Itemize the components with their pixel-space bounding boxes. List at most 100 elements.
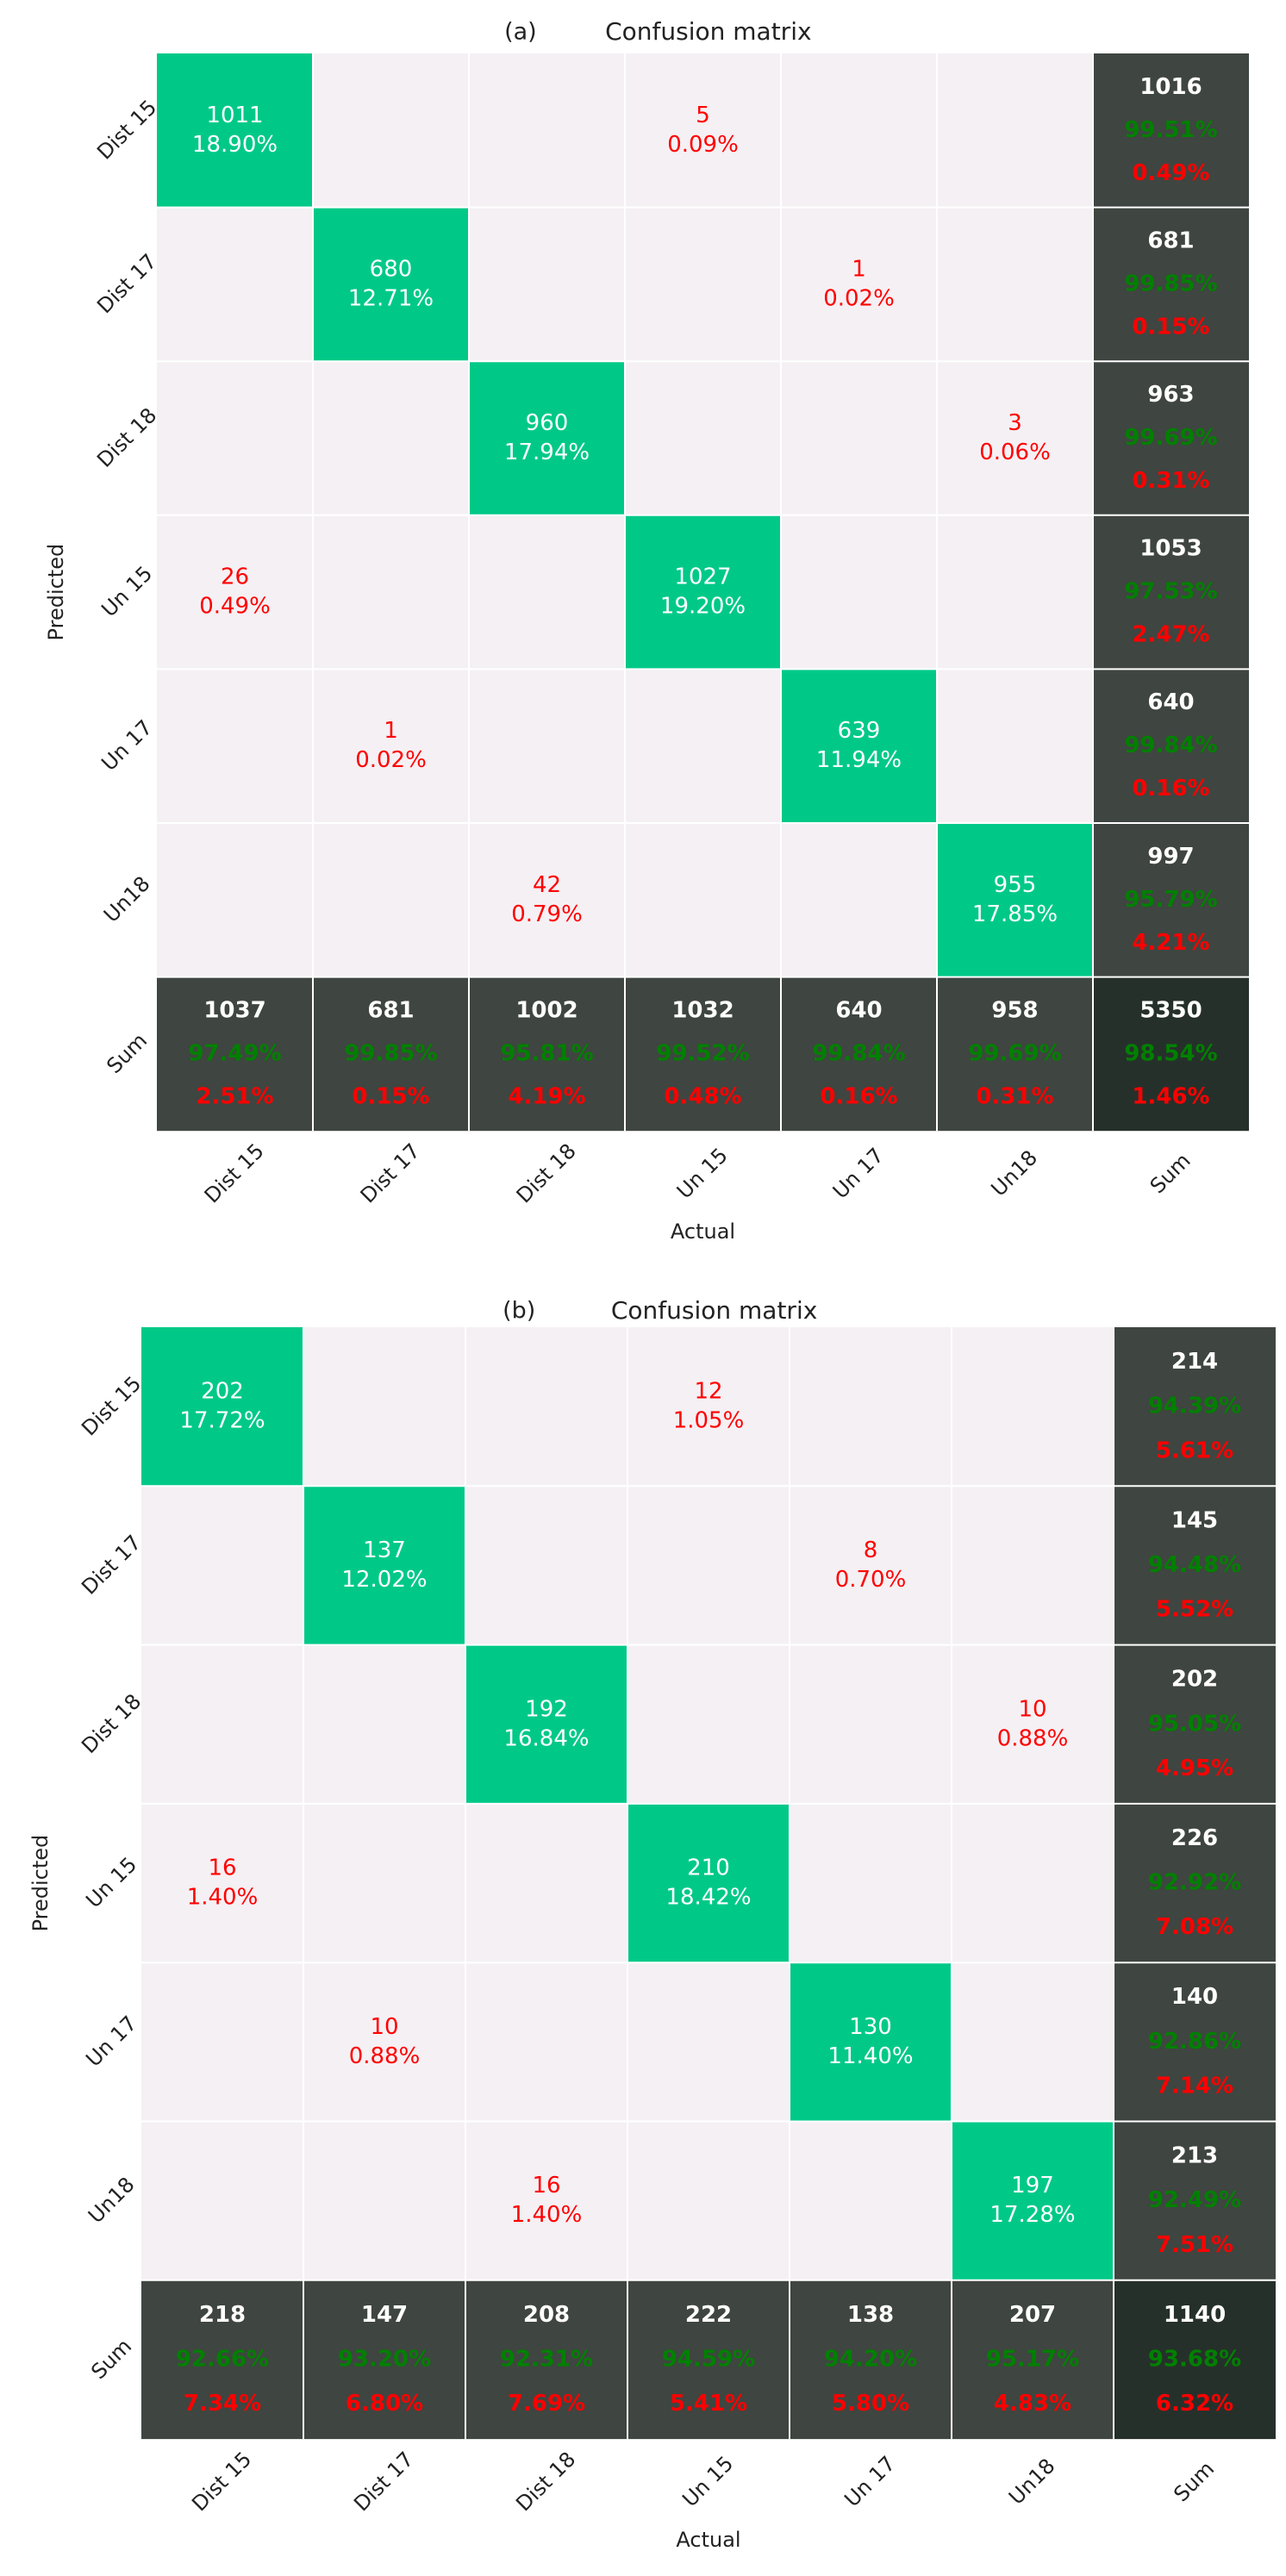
sum-correct-percent: 99.84% [1124, 733, 1217, 758]
sum-error-percent: 4.21% [1132, 930, 1209, 956]
sum-total: 147 [361, 2302, 408, 2328]
row-sum-cell [1114, 1803, 1276, 1963]
x-tick-label: Un18 [1004, 2454, 1060, 2510]
cell-percent: 17.72% [179, 1408, 265, 1434]
sum-error-percent: 0.16% [1132, 776, 1209, 801]
y-tick-label: Sum [86, 2334, 136, 2384]
sum-correct-percent: 92.49% [1148, 2187, 1241, 2213]
col-sum-cell [157, 976, 313, 1132]
sum-total: 145 [1171, 1507, 1218, 1533]
cell-count: 10 [370, 2014, 398, 2040]
sum-error-percent: 2.51% [196, 1083, 273, 1109]
y-axis-label: Predicted [28, 1835, 53, 1932]
x-tick-label: Un 15 [677, 2451, 738, 2511]
diagonal-cell [157, 53, 313, 208]
sum-correct-percent: 95.17% [986, 2346, 1079, 2372]
cell-count: 3 [1008, 410, 1022, 436]
diagonal-cell [952, 2121, 1114, 2280]
sum-correct-percent: 99.69% [968, 1040, 1061, 1066]
sum-total: 640 [1147, 689, 1194, 715]
row-sum-cell [1093, 53, 1249, 208]
col-sum-cell [625, 976, 781, 1132]
cell-percent: 0.06% [979, 440, 1051, 465]
sum-error-percent: 2.47% [1132, 622, 1209, 648]
cell-count: 639 [838, 718, 881, 744]
sum-total: 138 [847, 2302, 894, 2328]
sum-correct-percent: 94.20% [824, 2346, 917, 2372]
chart-title: Confusion matrix [611, 1296, 817, 1325]
x-tick-label: Sum [1169, 2456, 1219, 2506]
cell-percent: 0.02% [823, 285, 895, 311]
grand-sum-cell [1114, 2280, 1276, 2440]
diagonal-cell [313, 207, 469, 362]
col-sum-cell [313, 976, 469, 1132]
sum-total: 5350 [1139, 997, 1202, 1023]
panel-label: (b) [503, 1298, 535, 1325]
sum-correct-percent: 92.66% [176, 2346, 269, 2372]
sum-total: 1037 [203, 997, 265, 1023]
sum-total: 207 [1009, 2302, 1056, 2328]
row-sum-cell [1093, 823, 1249, 977]
sum-error-percent: 4.19% [508, 1083, 585, 1109]
cell-percent: 1.40% [187, 1885, 259, 1911]
sum-error-percent: 0.49% [1132, 160, 1209, 186]
sum-correct-percent: 95.05% [1148, 1711, 1241, 1737]
cell-percent: 0.09% [667, 132, 739, 158]
sum-error-percent: 7.69% [508, 2391, 585, 2417]
cell-percent: 1.05% [673, 1408, 745, 1434]
cell-count: 130 [849, 2014, 892, 2040]
x-tick-label: Un 17 [840, 2451, 900, 2511]
diagonal-cell [141, 1327, 303, 1487]
col-sum-cell [790, 2280, 952, 2440]
sum-correct-percent: 92.31% [500, 2346, 593, 2372]
x-tick-label: Dist 15 [200, 1138, 269, 1207]
sum-total: 208 [523, 2302, 570, 2328]
cell-count: 16 [532, 2173, 560, 2199]
x-tick-label: Un18 [987, 1145, 1043, 1201]
sum-correct-percent: 99.52% [656, 1040, 749, 1066]
sum-error-percent: 5.61% [1156, 1438, 1233, 1463]
cell-percent: 17.94% [504, 440, 590, 465]
sum-total: 218 [199, 2302, 246, 2328]
sum-total: 640 [835, 997, 882, 1023]
panel-a: (a) Confusion matrix101118.90%50.09%68012… [44, 17, 1249, 1244]
y-tick-label: Dist 18 [77, 1689, 146, 1758]
cell-percent: 12.71% [348, 285, 434, 311]
sum-error-percent: 5.41% [670, 2391, 747, 2417]
sum-total: 681 [367, 997, 414, 1023]
y-axis-label: Predicted [44, 544, 68, 641]
sum-error-percent: 6.80% [346, 2391, 423, 2417]
x-axis-label: Actual [676, 2528, 740, 2552]
x-tick-label: Un 17 [828, 1144, 889, 1204]
sum-correct-percent: 93.20% [338, 2346, 431, 2372]
y-tick-label: Dist 18 [92, 403, 161, 472]
panel-label: (a) [504, 19, 537, 46]
sum-error-percent: 7.51% [1156, 2232, 1233, 2258]
row-sum-cell [1114, 1644, 1276, 1804]
sum-total: 202 [1171, 1667, 1218, 1693]
sum-total: 681 [1147, 228, 1194, 253]
sum-correct-percent: 99.85% [1124, 271, 1217, 296]
diagonal-cell [781, 669, 937, 823]
grand-sum-cell [1093, 976, 1249, 1132]
sum-total: 1053 [1139, 536, 1202, 562]
cell-percent: 1.40% [511, 2202, 583, 2228]
y-tick-label: Un 17 [97, 715, 157, 776]
x-tick-label: Sum [1146, 1149, 1195, 1199]
sum-total: 1032 [671, 997, 734, 1023]
y-tick-label: Dist 17 [92, 249, 161, 318]
cell-count: 955 [994, 872, 1037, 898]
row-sum-cell [1114, 1486, 1276, 1645]
sum-correct-percent: 93.68% [1148, 2346, 1241, 2372]
cell-percent: 18.42% [665, 1885, 751, 1911]
sum-total: 997 [1147, 844, 1194, 870]
sum-correct-percent: 94.48% [1148, 1552, 1241, 1578]
diagonal-cell [627, 1803, 790, 1963]
col-sum-cell [952, 2280, 1114, 2440]
cell-percent: 0.70% [835, 1567, 907, 1593]
cell-count: 1 [852, 256, 866, 282]
sum-total: 140 [1171, 1984, 1218, 2010]
cell-count: 10 [1018, 1696, 1046, 1722]
cell-count: 210 [687, 1856, 730, 1881]
cell-percent: 11.94% [816, 747, 902, 773]
